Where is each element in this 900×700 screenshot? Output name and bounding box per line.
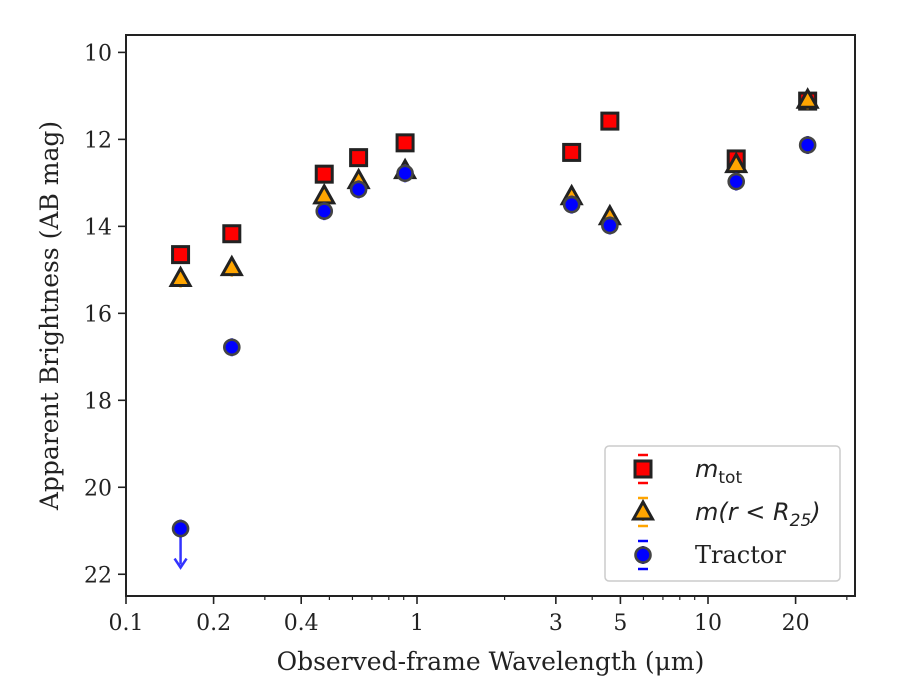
legend: mtot m(r < R25) Tractor [604,445,841,582]
circle-point [396,164,414,183]
x-tick-label: 3 [549,611,563,636]
legend-box [604,445,841,582]
x-tick-label: 0.1 [109,611,144,636]
x-tick-label: 1 [410,611,424,636]
triangle-point [724,151,749,174]
upper-limit-arrowhead [173,557,188,570]
triangle-point [168,265,193,288]
circle-point [223,338,241,357]
triangle-point [312,182,337,205]
triangle-point [219,254,244,277]
square-point [562,142,582,162]
y-tick-label: 16 [84,302,112,327]
square-point [222,224,242,244]
x-tick-label: 0.2 [196,611,231,636]
x-axis-label: Observed-frame Wavelength (μm) [277,647,705,676]
y-tick-label: 18 [84,389,112,414]
y-tick-label: 20 [84,476,112,501]
legend-marker-circle [634,546,652,564]
circle-point [798,136,817,154]
y-tick-label: 10 [84,41,112,66]
legend-label: Tractor [695,541,786,569]
y-tick-label: 12 [84,128,112,153]
legend-marker-square [633,459,653,479]
legend-label: mtot [695,455,742,488]
x-tick-label: 0.4 [284,611,319,636]
legend-label: m(r < R25) [695,498,821,531]
plot-frame [125,34,856,597]
legend-marker-triangle [630,498,656,521]
axes: 0.1 0.2 0.4 1 3 5 10 20 10 12 14 16 18 20 22 [84,41,848,636]
circle-point [562,195,581,214]
triangle-point [795,87,820,109]
x-tick-label: 10 [694,611,722,636]
square-point [171,245,191,265]
circle-point [601,216,619,235]
square-point [349,148,369,168]
x-tick-label: 20 [782,611,810,636]
square-point [314,164,334,184]
y-tick-label: 14 [84,215,112,240]
circle-point [315,202,334,220]
y-tick-label: 22 [84,563,112,588]
x-tick-label: 5 [613,611,627,636]
data-marks [168,87,820,570]
square-point [395,133,415,153]
square-point [600,111,620,131]
y-axis-label: Apparent Brightness (AB mag) [35,121,64,511]
circle-point [349,180,368,199]
circle-point [171,519,190,538]
circle-point [727,172,746,191]
